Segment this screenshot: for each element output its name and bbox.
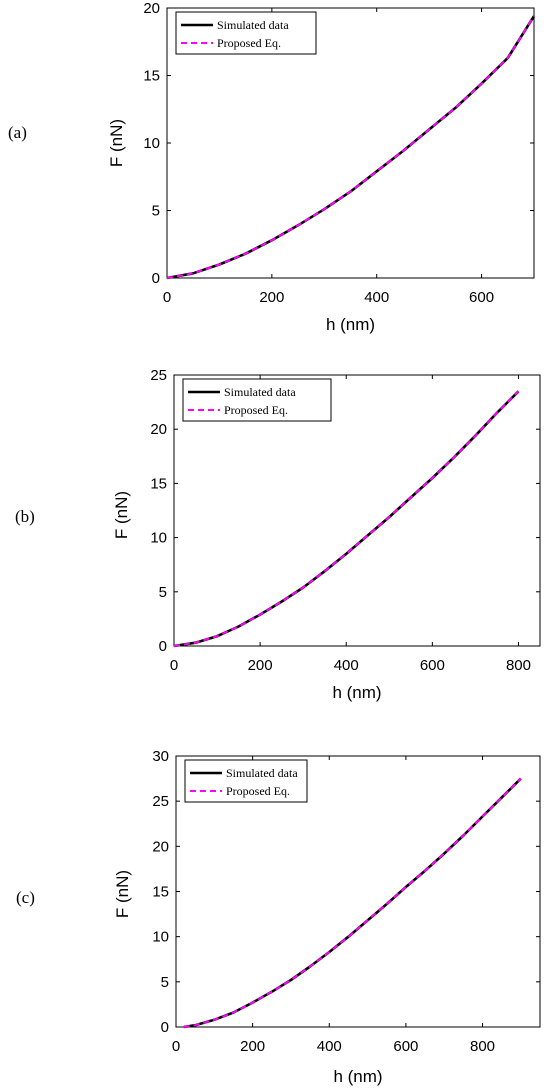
chart-panel-2: (b) 0 200 400 600 800 0 5 10 15 20 25 h (nm) F (nN) Si… (15, 367, 541, 702)
y-tick-label: 0 (159, 638, 167, 655)
legend-entry-label: Simulated data (217, 18, 289, 32)
legend-box (182, 378, 332, 422)
series-line-proposed-eq (166, 15, 535, 279)
x-tick-label: 200 (259, 289, 284, 306)
y-axis-label: F (nN) (107, 119, 126, 167)
x-tick-label: 0 (163, 289, 171, 306)
panel-label: (c) (16, 888, 35, 907)
chart-panel-3: (c) 0 200 400 600 800 0 5 10 15 20 25 30 h (nm) F (nN)… (16, 748, 541, 1086)
x-axis-label: h (nm) (333, 1067, 382, 1086)
x-axis-label: h (nm) (326, 315, 375, 334)
x-axis-label: h (nm) (332, 683, 381, 702)
y-tick-label: 20 (152, 838, 169, 855)
legend-entry-label: Proposed Eq. (224, 403, 288, 417)
series-line-proposed-eq (183, 777, 522, 1028)
legend-box (175, 11, 317, 55)
series-line-proposed-eq (173, 390, 520, 647)
series-line-simulated-data (173, 390, 520, 648)
x-tick-label: 400 (364, 289, 389, 306)
x-tick-label: 800 (470, 1038, 495, 1055)
y-tick-label: 15 (152, 884, 169, 901)
legend-box (184, 759, 308, 803)
y-tick-label: 10 (143, 135, 160, 152)
x-tick-label: 600 (469, 289, 494, 306)
plot-frame (173, 374, 541, 647)
x-tick-label: 200 (240, 1038, 265, 1055)
series-line-simulated-data (166, 15, 536, 280)
x-tick-label: 200 (248, 657, 273, 674)
y-tick-label: 0 (152, 270, 160, 287)
y-tick-label: 15 (150, 475, 167, 492)
x-tick-label: 400 (317, 1038, 342, 1055)
legend-entry-label: Simulated data (226, 766, 298, 780)
y-tick-label: 20 (143, 0, 160, 17)
y-tick-label: 25 (150, 367, 167, 384)
legend-entry-label: Simulated data (224, 385, 296, 399)
x-tick-label: 800 (506, 657, 531, 674)
y-tick-label: 30 (152, 748, 169, 765)
y-tick-label: 5 (152, 203, 160, 220)
panel-label: (b) (15, 507, 35, 526)
panel-label: (a) (8, 123, 27, 142)
x-tick-label: 0 (172, 1038, 180, 1055)
x-tick-label: 600 (420, 657, 445, 674)
y-axis-label: F (nN) (113, 870, 132, 918)
y-tick-label: 15 (143, 68, 160, 85)
y-axis-label: F (nN) (112, 491, 131, 539)
y-tick-label: 20 (150, 421, 167, 438)
chart-panel-1: (a) 0 200 400 600 0 5 10 15 20 h (nm) F (nN) Simulat… (8, 0, 536, 334)
y-tick-label: 25 (152, 793, 169, 810)
y-tick-label: 5 (159, 584, 167, 601)
legend: Simulated data Proposed Eq. (184, 759, 308, 803)
legend: Simulated data Proposed Eq. (175, 11, 317, 55)
x-tick-label: 0 (170, 657, 178, 674)
y-tick-label: 5 (161, 974, 169, 991)
legend-entry-label: Proposed Eq. (217, 36, 281, 50)
y-tick-label: 10 (150, 530, 167, 547)
y-tick-label: 10 (152, 929, 169, 946)
x-tick-label: 600 (393, 1038, 418, 1055)
x-tick-label: 400 (334, 657, 359, 674)
legend-entry-label: Proposed Eq. (226, 784, 290, 798)
y-tick-label: 0 (161, 1019, 169, 1036)
series-line-simulated-data (183, 777, 522, 1029)
legend: Simulated data Proposed Eq. (182, 378, 332, 422)
